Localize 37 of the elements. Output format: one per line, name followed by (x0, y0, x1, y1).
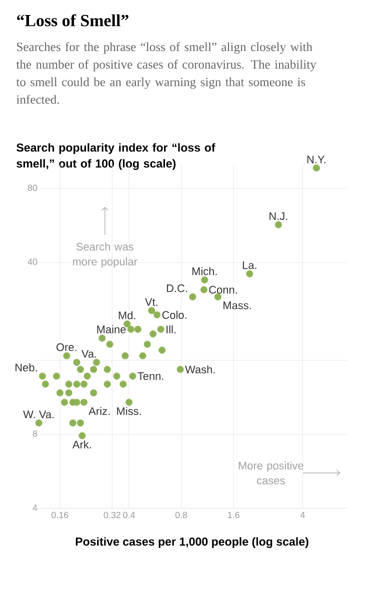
x-tick-label: 0.32 (104, 512, 120, 518)
annotation: Tenn. (138, 372, 164, 380)
x-tick-label: 0.16 (52, 512, 68, 518)
annotation: Maine (97, 325, 126, 334)
annotation: More positive cases (238, 461, 304, 484)
annotation: Ariz. (88, 406, 110, 415)
x-tick-label: 1.6 (228, 512, 240, 518)
annotation: Colo. (162, 310, 186, 319)
y-tick-label: 40 (28, 258, 38, 265)
annotation: D.C. (166, 284, 187, 292)
annotation: N.J. (270, 212, 288, 220)
x-axis-title: Positive cases per 1,000 people (log scale) (76, 537, 308, 548)
annotation: Search was more popular (73, 242, 138, 268)
annotation: Wash. (185, 365, 215, 374)
annotation: Neb. (16, 363, 37, 372)
y-tick-label: 4 (32, 504, 38, 511)
annotation: Mich. (192, 267, 217, 276)
annotation: La. (242, 261, 256, 270)
chart-title: “Loss of Smell” (17, 14, 128, 26)
x-tick-label: 0.8 (175, 512, 188, 518)
x-tick-label: 0.4 (123, 512, 135, 518)
annotation: Ore. (56, 343, 76, 352)
y-tick-label: 8 (32, 430, 38, 437)
chart-subtitle: Searches for the phrase “loss of smell” align closely with the number of positive cases of coronavirus. The inability to smell could be an early warning sign that someone is infected. (16, 42, 316, 104)
annotation: Miss. (117, 406, 141, 416)
y-tick-label: 80 (28, 184, 38, 192)
annotation: Ill. (166, 325, 176, 334)
annotation: Md. (118, 311, 136, 320)
annotation: N.Y. (307, 156, 326, 164)
annotation: Conn. (209, 286, 237, 294)
annotation: Mass. (224, 302, 251, 310)
annotation: Va. (81, 350, 96, 358)
annotation: Vt. (144, 298, 158, 306)
annotation: W. Va. (23, 410, 54, 418)
x-tick-label: 4 (300, 512, 305, 518)
y-axis-title: Search popularity index for “loss of smell,” out of 100 (log scale) (16, 143, 216, 170)
annotation: Ark. (72, 440, 91, 448)
